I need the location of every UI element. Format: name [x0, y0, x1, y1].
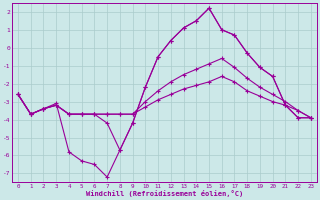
X-axis label: Windchill (Refroidissement éolien,°C): Windchill (Refroidissement éolien,°C) — [86, 190, 243, 197]
